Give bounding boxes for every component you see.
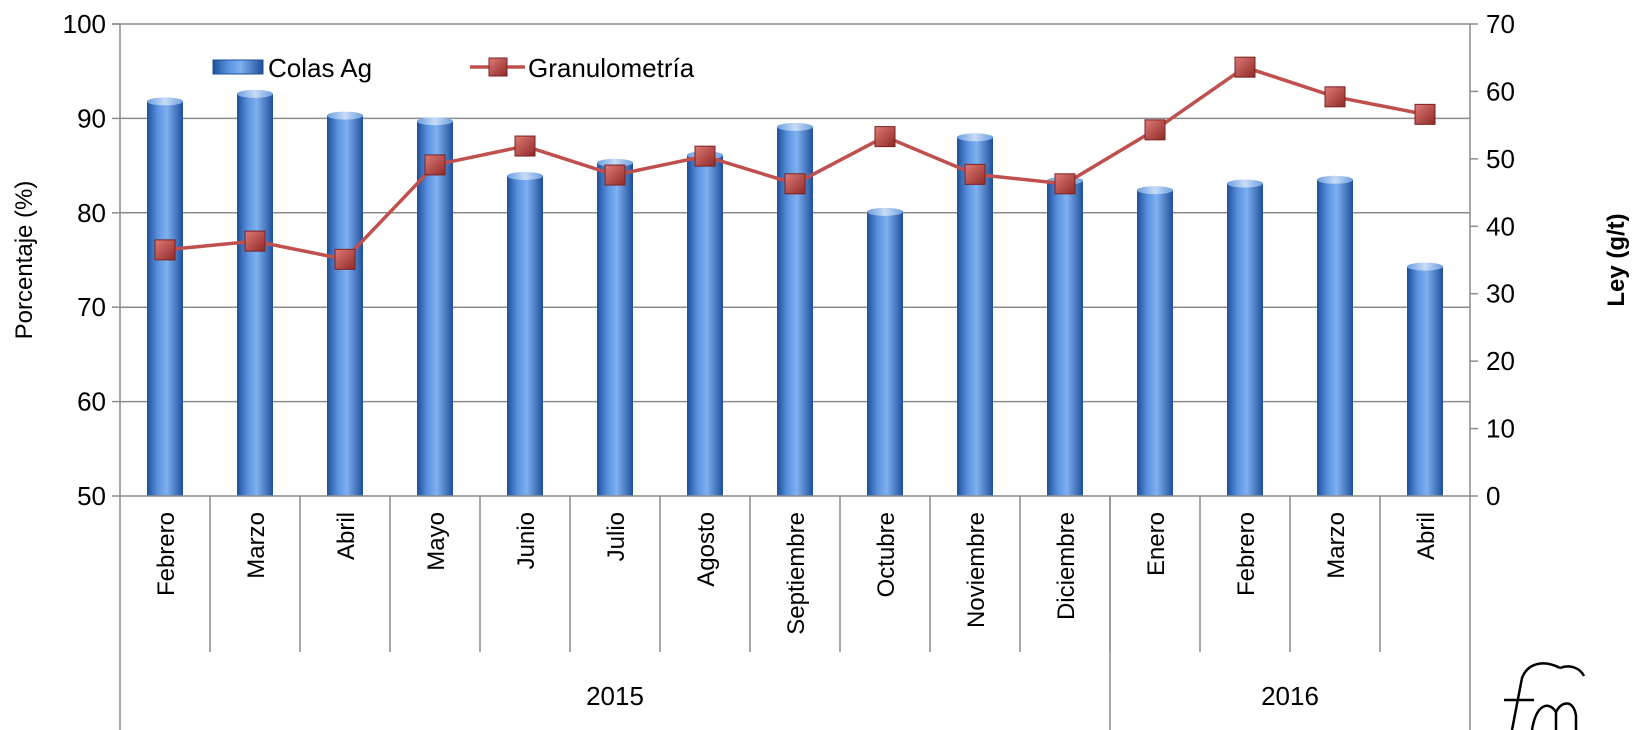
point-marker [424,154,446,176]
point-marker [964,163,986,185]
bar-top [957,133,993,142]
category-label: Julio [603,512,630,561]
group-label: 2016 [1261,681,1319,711]
y2-tick-label: 30 [1486,279,1515,309]
point-marker [604,164,626,186]
bar [957,137,993,496]
bar-top [1137,186,1173,195]
y-tick-label: 80 [77,198,106,228]
category-label: Septiembre [783,512,810,635]
bar [1137,190,1173,497]
bar [1407,266,1443,496]
category-label: Mayo [423,512,450,571]
point-marker [1324,86,1346,108]
point-marker [784,173,806,195]
legend-label-granulometria: Granulometría [528,53,695,83]
legend-label-colas-ag: Colas Ag [268,53,372,83]
y2-tick-label: 10 [1486,414,1515,444]
point-marker [874,126,896,148]
y2-tick-label: 0 [1486,481,1500,511]
point-marker [1054,173,1076,195]
line-series-granulometria [154,56,1436,270]
bar [597,162,633,496]
bar-top [1227,179,1263,188]
category-label: Abril [333,512,360,560]
y2-tick-label: 70 [1486,9,1515,39]
bar [1227,183,1263,496]
bar [867,211,903,496]
y2-axis-title: Ley (g/t) [1603,213,1630,306]
bar-top [1317,175,1353,184]
category-label: Abril [1413,512,1440,560]
point-marker [1144,119,1166,141]
group-labels: 2015 2016 [586,681,1319,711]
y-axis-title: Porcentaje (%) [11,181,38,340]
bar-top [327,111,363,120]
category-label: Marzo [243,512,270,579]
legend: Colas Ag Granulometría [212,53,695,83]
point-marker [154,239,176,261]
point-marker [244,230,266,252]
left-axis-ticks: 50 60 70 80 90 100 [63,9,106,511]
category-label: Diciembre [1053,512,1080,620]
axes [112,23,1478,730]
bar-top [777,122,813,131]
y-tick-label: 70 [77,292,106,322]
bars-series-colas-ag [147,89,1443,497]
right-axis-ticks: 0 10 20 30 40 50 60 70 [1486,9,1515,511]
point-marker [334,248,356,270]
category-label: Noviembre [963,512,990,628]
bar [507,175,543,496]
bar [147,101,183,497]
logo-fm [1504,662,1586,730]
legend-swatch-colas-ag [212,59,264,75]
y-tick-label: 50 [77,481,106,511]
category-label: Febrero [1233,512,1260,596]
category-label: Febrero [153,512,180,596]
bar-top [867,207,903,216]
bar-top [237,89,273,98]
legend-swatch-granulometria-marker [488,57,508,77]
y2-tick-label: 20 [1486,346,1515,376]
point-marker [1234,56,1256,78]
bar [1047,180,1083,497]
bar [1317,179,1353,496]
bar-top [507,171,543,180]
point-marker [694,145,716,167]
bar [237,93,273,496]
y2-tick-label: 50 [1486,144,1515,174]
bar-top [1407,262,1443,271]
bar [687,155,723,496]
group-label: 2015 [586,681,644,711]
bar-top [147,97,183,106]
category-label: Enero [1143,512,1170,576]
bar [417,121,453,497]
category-label: Marzo [1323,512,1350,579]
category-label: Junio [513,512,540,569]
bar-top [417,117,453,126]
y2-tick-label: 40 [1486,211,1515,241]
y2-tick-label: 60 [1486,76,1515,106]
bar [327,115,363,497]
y-tick-label: 90 [77,103,106,133]
y-tick-label: 100 [63,9,106,39]
category-label: Agosto [693,512,720,587]
point-marker [1414,103,1436,125]
category-labels: Febrero Marzo Abril Mayo Junio Julio Agosto Sep… [153,512,1440,635]
category-label: Octubre [873,512,900,597]
y-tick-label: 60 [77,387,106,417]
point-marker [514,135,536,157]
